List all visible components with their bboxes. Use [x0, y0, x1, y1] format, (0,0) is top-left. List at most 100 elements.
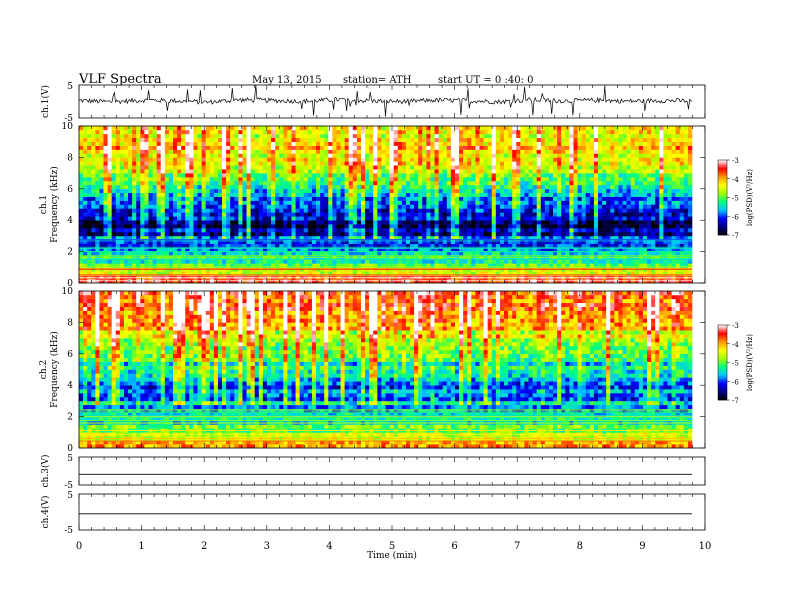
spectrogram-cell — [258, 243, 264, 248]
spectrogram-cell — [454, 145, 460, 150]
spectrogram-cell — [369, 169, 374, 174]
spectrogram-cell — [132, 212, 137, 217]
spectrogram-cell — [258, 200, 264, 205]
spectrogram-cell — [152, 216, 157, 221]
spectrogram-cell — [393, 153, 399, 158]
spectrogram-cell — [414, 251, 419, 256]
spectrogram-cell — [279, 251, 284, 256]
spectrogram-cell — [377, 184, 382, 190]
spectrogram-cell — [189, 173, 194, 178]
spectrogram-cell — [438, 247, 444, 252]
spectrogram-cell — [246, 212, 251, 217]
spectrogram-cell — [250, 145, 256, 150]
spectrogram-cell — [83, 149, 88, 154]
spectrogram-cell — [152, 239, 157, 245]
spectrogram-cell — [172, 235, 178, 241]
spectrogram-cell — [115, 220, 121, 225]
spectrogram-cell — [520, 173, 525, 178]
spectrogram-cell — [95, 141, 100, 146]
spectrogram-cell — [352, 126, 358, 131]
spectrogram-cell — [454, 231, 460, 237]
spectrogram-cell — [87, 161, 92, 166]
spectrogram-cell — [140, 231, 145, 237]
spectrogram-cell — [128, 200, 133, 205]
spectrogram-cell — [123, 180, 129, 186]
spectrogram-cell — [360, 184, 366, 190]
spectrogram-cell — [471, 149, 476, 154]
spectrogram-cell — [95, 200, 100, 205]
spectrogram-cell — [311, 180, 317, 186]
spectrogram-cell — [266, 145, 272, 150]
spectrogram-cell — [532, 200, 538, 205]
spectrogram-cell — [160, 259, 166, 264]
spectrogram-cell — [471, 279, 476, 284]
spectrogram-cell — [136, 263, 141, 268]
spectrogram-cell — [136, 145, 141, 150]
spectrogram-cell — [544, 129, 550, 135]
spectrogram-cell — [536, 251, 542, 256]
spectrogram-cell — [164, 173, 170, 178]
spectrogram-cell — [111, 200, 117, 205]
spectrogram-cell — [352, 228, 358, 233]
spectrogram-cell — [430, 153, 435, 158]
spectrogram-cell — [430, 173, 435, 178]
spectrogram-cell — [520, 204, 525, 209]
spectrogram-cell — [156, 169, 162, 174]
spectrogram-cell — [209, 180, 215, 186]
spectrogram-cell — [144, 129, 149, 135]
spectrogram-cell — [467, 212, 472, 217]
spectrogram-cell — [205, 188, 211, 194]
spectrogram-cell — [344, 188, 350, 194]
spectrogram-cell — [524, 263, 529, 268]
spectrogram-cell — [226, 133, 231, 139]
spectrogram-cell — [164, 153, 170, 158]
spectrogram-cell — [307, 165, 313, 170]
spectrogram-cell — [463, 173, 468, 178]
spectrogram-cell — [123, 141, 129, 146]
spectrogram-cell — [450, 275, 456, 280]
spectrogram-cell — [271, 228, 276, 233]
spectrogram-cell — [172, 208, 178, 213]
spectrogram-cell — [242, 235, 247, 241]
spectrogram-cell — [189, 192, 194, 197]
spectrogram-cell — [164, 228, 170, 233]
spectrogram-cell — [373, 235, 378, 241]
spectrogram-cell — [446, 188, 452, 194]
spectrogram-cell — [164, 177, 170, 182]
spectrogram-cell — [160, 279, 166, 284]
spectrogram-cell — [454, 196, 460, 201]
spectrogram-cell — [230, 208, 235, 213]
spectrogram-cell — [226, 208, 231, 213]
spectrogram-cell — [230, 231, 235, 237]
spectrogram-cell — [508, 141, 513, 146]
spectrogram-cell — [356, 126, 362, 131]
spectrogram-cell — [189, 216, 194, 221]
spectrogram-cell — [340, 180, 345, 186]
spectrogram-cell — [336, 247, 341, 252]
spectrogram-cell — [79, 161, 84, 166]
spectrogram-cell — [181, 224, 186, 229]
spectrogram-cell — [111, 126, 117, 131]
spectrogram-cell — [140, 145, 145, 150]
spectrogram-cell — [238, 212, 243, 217]
spectrogram-cell — [193, 153, 198, 158]
spectrogram-cell — [352, 243, 358, 248]
spectrogram-cell — [275, 173, 280, 178]
spectrogram-cell — [385, 231, 390, 237]
spectrogram-cell — [91, 247, 96, 252]
spectrogram-cell — [91, 243, 96, 248]
spectrogram-cell — [279, 149, 284, 154]
spectrogram-cell — [316, 208, 321, 213]
spectrogram-cell — [352, 153, 358, 158]
spectrogram-cell — [266, 259, 272, 264]
spectrogram-cell — [238, 208, 243, 213]
spectrogram-cell — [258, 133, 264, 139]
spectrogram-cell — [442, 275, 448, 280]
spectrogram-cell — [119, 243, 125, 248]
spectrogram-cell — [83, 188, 88, 194]
spectrogram-cell — [168, 263, 174, 268]
spectrogram-cell — [332, 228, 337, 233]
spectrogram-cell — [95, 196, 100, 201]
spectrogram-cell — [475, 177, 480, 182]
spectrogram-cell — [177, 153, 182, 158]
